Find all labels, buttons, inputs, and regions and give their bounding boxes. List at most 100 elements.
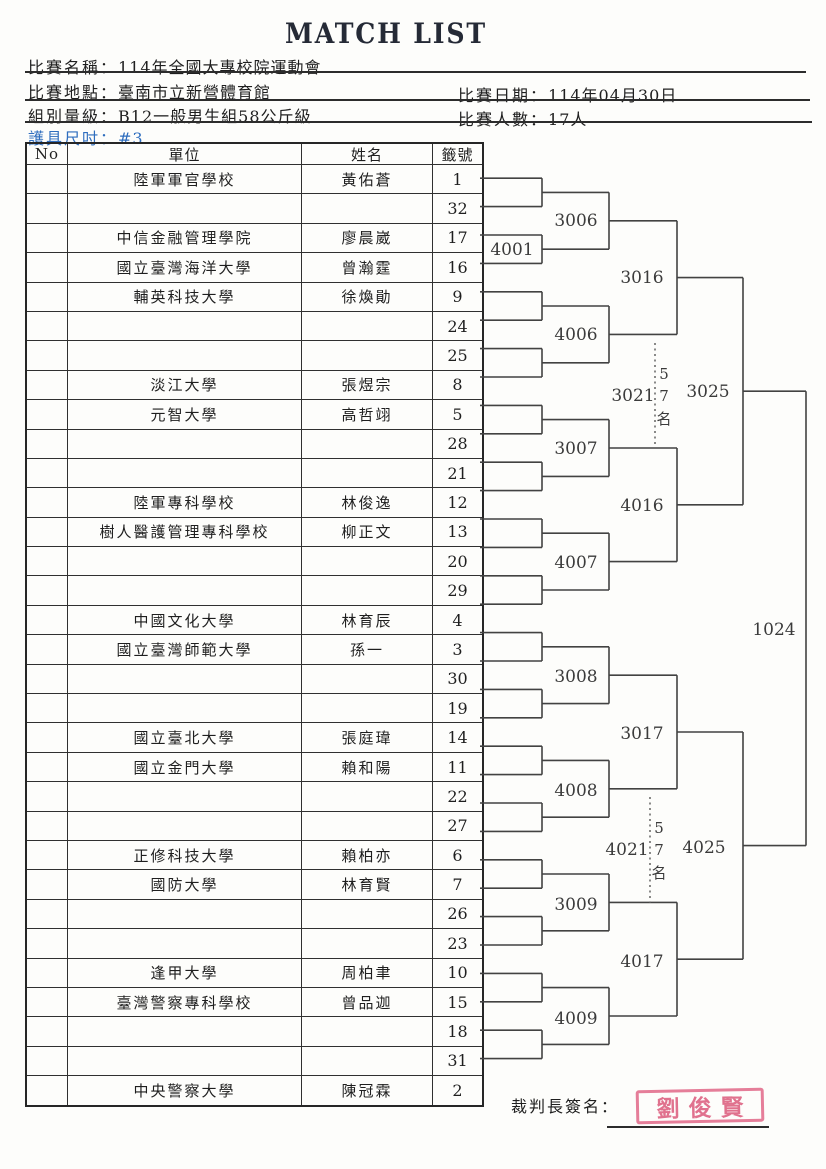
table-row: 臺灣警察專科學校 曾品迦 15 <box>27 986 482 1017</box>
no-cell <box>27 870 67 898</box>
no-cell <box>27 224 67 252</box>
table-row: 陸軍專科學校 林俊逸 12 <box>27 487 482 517</box>
table-row: 元智大學 高哲翊 5 <box>27 399 482 429</box>
unit-cell <box>67 311 301 341</box>
draw-cell: 14 <box>432 723 482 752</box>
header-rule-2 <box>25 99 810 101</box>
no-cell <box>27 841 67 869</box>
roster-header-row: No 單位 姓名 籤號 <box>27 144 482 164</box>
name-cell <box>301 458 432 488</box>
match-number-label: 3016 <box>620 268 663 288</box>
name-cell <box>301 547 432 576</box>
draw-cell: 16 <box>432 253 482 282</box>
draw-cell: 5 <box>432 400 482 429</box>
no-cell <box>27 194 67 222</box>
draw-cell: 13 <box>432 517 482 547</box>
placement-note-label: 7 <box>659 387 669 405</box>
venue-line: 比賽地點：臺南市立新營體育館 <box>28 79 271 103</box>
name-cell <box>301 1017 432 1046</box>
unit-cell: 逢甲大學 <box>67 958 301 987</box>
draw-cell: 20 <box>432 547 482 576</box>
match-number-label: 4017 <box>620 952 663 972</box>
draw-cell: 21 <box>432 458 482 488</box>
table-row: 國立臺灣師範大學 孫一 3 <box>27 634 482 664</box>
table-row: 中信金融管理學院 廖晨崴 17 <box>27 222 482 253</box>
name-cell: 陳冠霖 <box>301 1076 432 1105</box>
event-name-value: 114年全國大專校院運動會 <box>118 58 322 77</box>
no-cell <box>27 988 67 1016</box>
no-cell <box>27 165 67 193</box>
name-cell <box>301 782 432 811</box>
draw-cell: 15 <box>432 987 482 1017</box>
name-cell: 林育賢 <box>301 870 432 899</box>
name-cell <box>301 664 432 694</box>
no-cell <box>27 753 67 781</box>
match-number-label: 3009 <box>554 895 597 915</box>
draw-cell: 26 <box>432 899 482 929</box>
no-cell <box>27 1017 67 1045</box>
table-row: 國立臺灣海洋大學 曾瀚霆 16 <box>27 252 482 282</box>
name-cell <box>301 576 432 605</box>
draw-cell: 9 <box>432 282 482 311</box>
unit-cell: 國防大學 <box>67 870 301 899</box>
name-cell: 周柏聿 <box>301 958 432 987</box>
draw-cell: 28 <box>432 429 482 458</box>
name-cell: 黃佑蒼 <box>301 165 432 194</box>
table-row: 31 <box>27 1045 482 1076</box>
unit-cell: 元智大學 <box>67 400 301 429</box>
unit-cell <box>67 782 301 811</box>
count-value: 17人 <box>548 110 588 129</box>
match-number-label: 4008 <box>554 781 597 801</box>
draw-cell: 7 <box>432 870 482 899</box>
draw-cell: 27 <box>432 811 482 840</box>
table-row: 中國文化大學 林育辰 4 <box>27 604 482 635</box>
unit-cell <box>67 194 301 223</box>
name-cell <box>301 1046 432 1076</box>
draw-cell: 2 <box>432 1076 482 1105</box>
unit-cell: 國立金門大學 <box>67 752 301 782</box>
no-cell <box>27 547 67 575</box>
match-number-label: 4006 <box>554 325 597 345</box>
no-cell <box>27 812 67 840</box>
match-number-label: 4009 <box>554 1009 597 1029</box>
unit-cell: 國立臺灣海洋大學 <box>67 253 301 282</box>
table-row: 國立臺北大學 張庭瑋 14 <box>27 722 482 752</box>
name-cell: 賴和陽 <box>301 752 432 782</box>
name-cell: 曾品迦 <box>301 987 432 1017</box>
placement-note-label: 名 <box>651 864 666 882</box>
draw-cell: 8 <box>432 370 482 400</box>
division-line: 組別量級：B12一般男生組58公斤級 <box>28 103 312 127</box>
match-number-label: 3017 <box>620 724 663 744</box>
unit-cell <box>67 547 301 576</box>
no-cell <box>27 488 67 516</box>
no-cell <box>27 371 67 399</box>
division-label: 組別量級： <box>28 107 119 126</box>
unit-cell: 中國文化大學 <box>67 605 301 635</box>
no-cell <box>27 929 67 957</box>
table-row: 18 <box>27 1016 482 1046</box>
division-value: B12一般男生組58公斤級 <box>118 107 312 126</box>
roster-table: No 單位 姓名 籤號 陸軍軍官學校 黃佑蒼 1 32 中信金融管理學院 廖晨崴 17 國立臺… <box>25 142 484 1107</box>
name-cell: 曾瀚霆 <box>301 253 432 282</box>
draw-cell: 1 <box>432 165 482 194</box>
unit-cell: 陸軍軍官學校 <box>67 165 301 194</box>
count-label: 比賽人數： <box>458 110 549 129</box>
placement-note-label: 7 <box>654 841 664 859</box>
no-cell <box>27 1047 67 1075</box>
match-number-label: 4025 <box>682 838 725 858</box>
table-row: 19 <box>27 693 482 723</box>
unit-cell <box>67 341 301 370</box>
name-cell <box>301 311 432 341</box>
name-cell: 林育辰 <box>301 605 432 635</box>
placement-note-label: 5 <box>659 365 669 383</box>
page-title: MATCH LIST <box>285 17 487 50</box>
no-cell <box>27 723 67 751</box>
name-cell <box>301 694 432 723</box>
placement-note-label: 5 <box>654 819 664 837</box>
chief-referee-stamp: 劉俊賢 <box>635 1087 765 1125</box>
unit-cell: 中央警察大學 <box>67 1076 301 1105</box>
table-row: 國立金門大學 賴和陽 11 <box>27 751 482 782</box>
table-row: 32 <box>27 193 482 223</box>
draw-cell: 18 <box>432 1017 482 1046</box>
